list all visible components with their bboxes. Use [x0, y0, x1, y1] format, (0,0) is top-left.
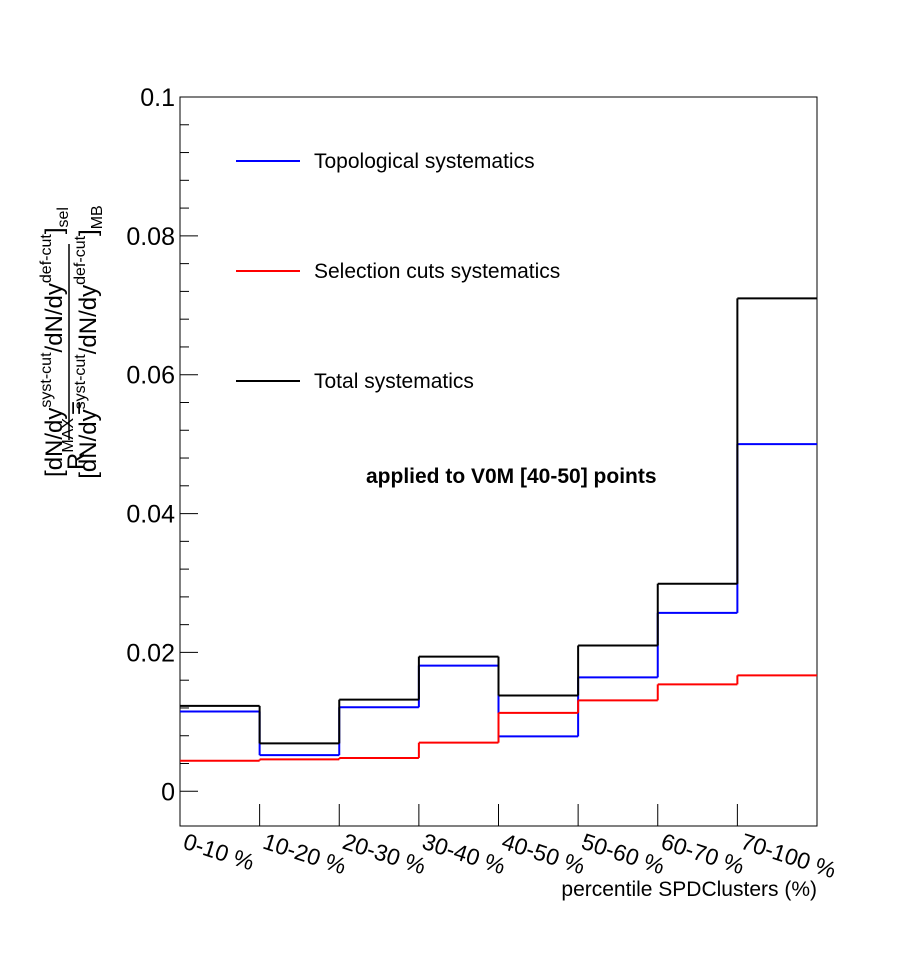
- series-0: [180, 443, 817, 757]
- y-title-den-close: ]: [75, 229, 102, 236]
- y-tick-label: 0.02: [126, 639, 175, 667]
- svg-text:[dN/dysyst-cut/dN/dydef-cut]MB: [dN/dysyst-cut/dN/dydef-cut]MB: [72, 205, 106, 478]
- y-title-lhs: R: [63, 453, 90, 470]
- y-axis: 0 0.02 0.04 0.06 0.08 0.1: [126, 84, 198, 806]
- y-tick-label: 0.06: [126, 362, 175, 390]
- x-category-label: 60-70 %: [658, 828, 748, 879]
- x-category-label: 10-20 %: [260, 828, 350, 879]
- series-1: [180, 674, 817, 762]
- y-axis-title: RMAX= [dN/dysyst-cut/dN/dydef-cut]sel [d…: [38, 205, 106, 478]
- x-category-label: 70-100 %: [738, 828, 840, 883]
- y-title-den-sup1: syst-cut: [72, 354, 89, 410]
- legend-label: Selection cuts systematics: [314, 260, 560, 283]
- y-title-den-mid: /dN/dy: [75, 285, 102, 354]
- x-category-label: 0-10 %: [180, 828, 257, 875]
- y-title-den-open: [dN/dy: [75, 409, 102, 478]
- y-title-num-sup1: syst-cut: [38, 352, 55, 408]
- y-tick-label: 0.1: [140, 84, 175, 112]
- x-category-label: 20-30 %: [340, 828, 430, 879]
- x-axis: 0-10 % 10-20 %20-30 %30-40 %40-50 %50-60 …: [180, 804, 839, 883]
- y-title-num-mid: /dN/dy: [41, 283, 68, 352]
- legend-label: Topological systematics: [314, 150, 535, 173]
- x-axis-title: percentile SPDClusters (%): [561, 878, 817, 901]
- y-title-den-sup2: def-cut: [72, 235, 89, 284]
- x-category-label: 40-50 %: [499, 828, 589, 879]
- annotation: applied to V0M [40-50] points: [366, 465, 657, 488]
- y-title-num-sup2: def-cut: [38, 234, 55, 283]
- y-title-den-sub: MB: [89, 205, 106, 229]
- y-tick-label: 0: [161, 778, 175, 806]
- y-title-num-sub: sel: [55, 207, 72, 227]
- x-category-label: 50-60 %: [578, 828, 668, 879]
- y-title-num-open: [dN/dy: [41, 408, 68, 477]
- legend-label: Total systematics: [314, 370, 474, 393]
- legend: Topological systematics Selection cuts sy…: [236, 150, 560, 393]
- y-tick-label: 0.08: [126, 223, 175, 251]
- x-category-label: 30-40 %: [419, 828, 509, 879]
- svg-text:[dN/dysyst-cut/dN/dydef-cut]se: [dN/dysyst-cut/dN/dydef-cut]sel: [38, 207, 72, 477]
- y-tick-label: 0.04: [126, 501, 175, 529]
- series-2: [180, 297, 817, 745]
- y-title-num-close: ]: [41, 227, 68, 234]
- series-group: [180, 297, 817, 762]
